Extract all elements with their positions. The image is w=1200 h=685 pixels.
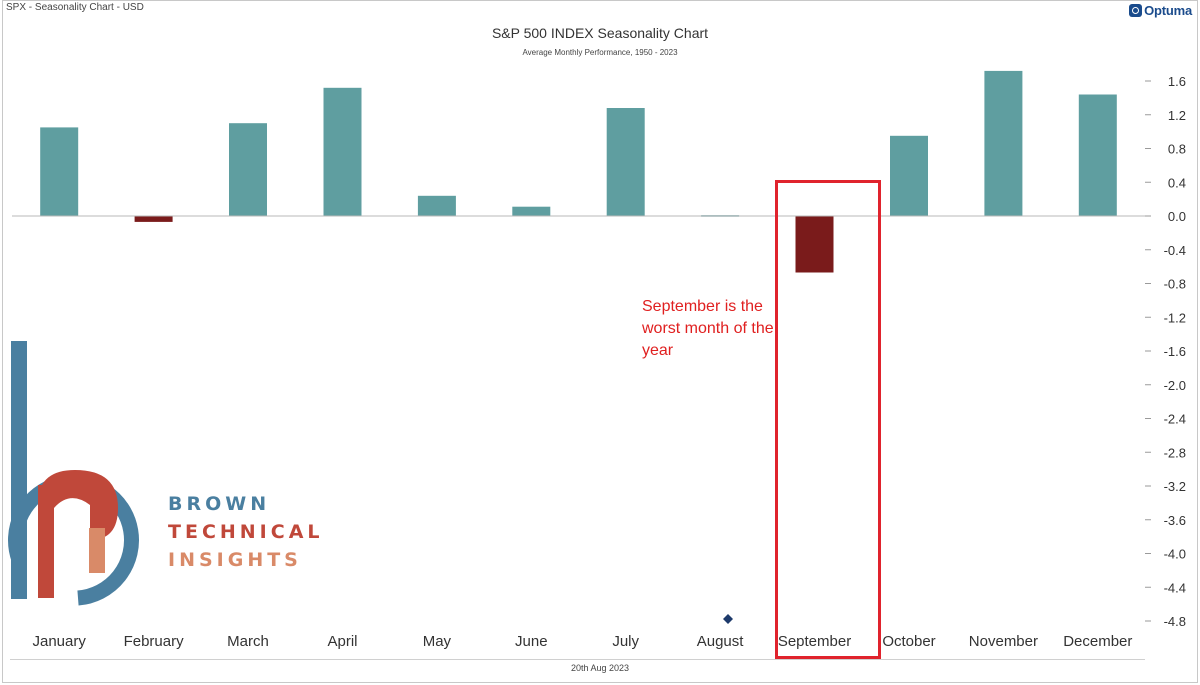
y-tick-label: -0.4: [1164, 243, 1186, 258]
y-tick-label: -2.4: [1164, 412, 1186, 427]
brown-technical-insights-logo-mark: [8, 341, 139, 606]
footer-date: 20th Aug 2023: [570, 663, 630, 673]
x-label-november: November: [969, 633, 1038, 650]
y-tick-label: -0.8: [1164, 277, 1186, 292]
logo-red-stem-shape: [38, 485, 54, 598]
logo-word-insights: INSIGHTS: [168, 549, 302, 571]
y-tick-label: 1.6: [1168, 74, 1186, 89]
x-label-march: March: [227, 633, 269, 650]
chart-title: S&P 500 INDEX Seasonality Chart: [491, 25, 709, 41]
y-tick-label: -2.8: [1164, 445, 1186, 460]
logo-wordmark: BROWN TECHNICAL INSIGHTS: [168, 490, 324, 574]
y-tick-label: 0.8: [1168, 142, 1186, 157]
bar-april: [323, 87, 362, 217]
footer-divider: [10, 659, 1145, 660]
y-tick-label: 0.4: [1168, 175, 1186, 190]
bar-july: [606, 108, 645, 216]
bar-may: [417, 195, 456, 217]
y-axis: 1.6 1.2 0.8 0.4 0.0 -0.4 -0.8 -1.2 -1.6 -2.0 -2.4 -…: [1145, 74, 1186, 629]
logo-peach-stem-shape: [89, 528, 105, 573]
logo-word-brown: BROWN: [168, 493, 271, 515]
bar-february: [134, 216, 173, 222]
y-tick-label: -1.6: [1164, 344, 1186, 359]
y-tick-label: -4.8: [1164, 614, 1186, 629]
optuma-brand-label: Optuma: [1144, 3, 1192, 18]
optuma-brand: Optuma: [1129, 3, 1192, 18]
august-diamond-marker: [723, 614, 733, 624]
bars-layer: [40, 70, 1117, 273]
x-label-january: January: [33, 633, 87, 650]
chart-source-label: SPX - Seasonality Chart - USD: [6, 2, 144, 13]
x-label-august: August: [697, 633, 745, 650]
x-label-october: October: [882, 633, 935, 650]
bar-october: [890, 135, 928, 216]
y-tick-label: -4.4: [1164, 580, 1186, 595]
bar-march: [229, 123, 267, 216]
logo-word-technical: TECHNICAL: [168, 521, 324, 543]
logo-red-hook-shape: [38, 470, 118, 540]
y-tick-label: -3.6: [1164, 513, 1186, 528]
x-label-may: May: [423, 633, 452, 650]
bar-november: [984, 70, 1023, 217]
x-label-september: September: [778, 633, 851, 650]
y-tick-label: 0.0: [1168, 209, 1186, 224]
y-tick-label: -4.0: [1164, 547, 1186, 562]
x-label-june: June: [515, 633, 548, 650]
y-tick-label: -3.2: [1164, 479, 1186, 494]
x-label-december: December: [1063, 633, 1132, 650]
bar-december: [1078, 94, 1117, 216]
september-annotation: September is the worst month of the year: [642, 298, 774, 359]
y-tick-label: -2.0: [1164, 378, 1186, 393]
bar-january: [40, 127, 79, 216]
bar-june: [512, 206, 551, 216]
bar-september: [795, 216, 834, 273]
x-label-july: July: [612, 633, 639, 650]
x-label-february: February: [124, 633, 185, 650]
chart-subtitle: Average Monthly Performance, 1950 - 2023: [522, 48, 678, 57]
optuma-logo-icon: [1129, 4, 1143, 17]
x-axis: January February March April May June July Augu…: [33, 633, 1133, 650]
september-highlight-box: [775, 180, 881, 659]
y-tick-label: -1.2: [1164, 310, 1186, 325]
x-label-april: April: [327, 633, 357, 650]
y-tick-label: 1.2: [1168, 108, 1186, 123]
